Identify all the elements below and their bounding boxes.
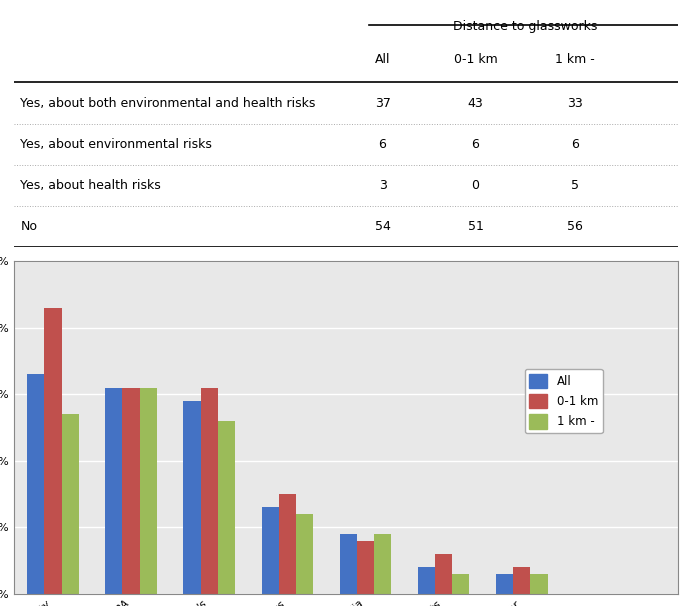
Text: 54: 54 bbox=[374, 221, 390, 233]
Text: Yes, about health risks: Yes, about health risks bbox=[21, 179, 161, 192]
Bar bbox=[262, 507, 279, 594]
Bar bbox=[435, 554, 453, 594]
Text: No: No bbox=[21, 221, 37, 233]
Text: Yes, about environmental risks: Yes, about environmental risks bbox=[21, 138, 212, 151]
Bar bbox=[340, 534, 357, 594]
Text: 5: 5 bbox=[571, 179, 579, 192]
Bar bbox=[62, 415, 79, 594]
Bar bbox=[418, 567, 435, 594]
Text: 51: 51 bbox=[468, 221, 484, 233]
Bar bbox=[140, 388, 157, 594]
Text: All: All bbox=[375, 53, 390, 66]
Bar bbox=[122, 388, 140, 594]
Text: 3: 3 bbox=[379, 179, 386, 192]
Bar bbox=[513, 567, 531, 594]
Text: Distance to glassworks: Distance to glassworks bbox=[453, 21, 598, 33]
Bar bbox=[279, 494, 296, 594]
Text: Yes, about both environmental and health risks: Yes, about both environmental and health… bbox=[21, 96, 316, 110]
Text: 6: 6 bbox=[572, 138, 579, 151]
Text: 43: 43 bbox=[468, 96, 484, 110]
Bar bbox=[218, 421, 235, 594]
Bar bbox=[453, 574, 469, 594]
Bar bbox=[27, 375, 44, 594]
Bar bbox=[201, 388, 218, 594]
Text: 37: 37 bbox=[374, 96, 390, 110]
Text: 0-1 km: 0-1 km bbox=[454, 53, 498, 66]
Text: 6: 6 bbox=[379, 138, 386, 151]
Text: 6: 6 bbox=[472, 138, 480, 151]
Bar bbox=[357, 541, 374, 594]
Text: 1 km -: 1 km - bbox=[555, 53, 595, 66]
Bar bbox=[496, 574, 513, 594]
Text: 56: 56 bbox=[567, 221, 583, 233]
Bar bbox=[296, 514, 313, 594]
Bar bbox=[531, 574, 547, 594]
Bar bbox=[374, 534, 392, 594]
Bar bbox=[183, 401, 201, 594]
Text: 0: 0 bbox=[471, 179, 480, 192]
Text: 33: 33 bbox=[567, 96, 583, 110]
Bar bbox=[105, 388, 122, 594]
Legend: All, 0-1 km, 1 km -: All, 0-1 km, 1 km - bbox=[525, 369, 603, 433]
Bar bbox=[44, 308, 62, 594]
